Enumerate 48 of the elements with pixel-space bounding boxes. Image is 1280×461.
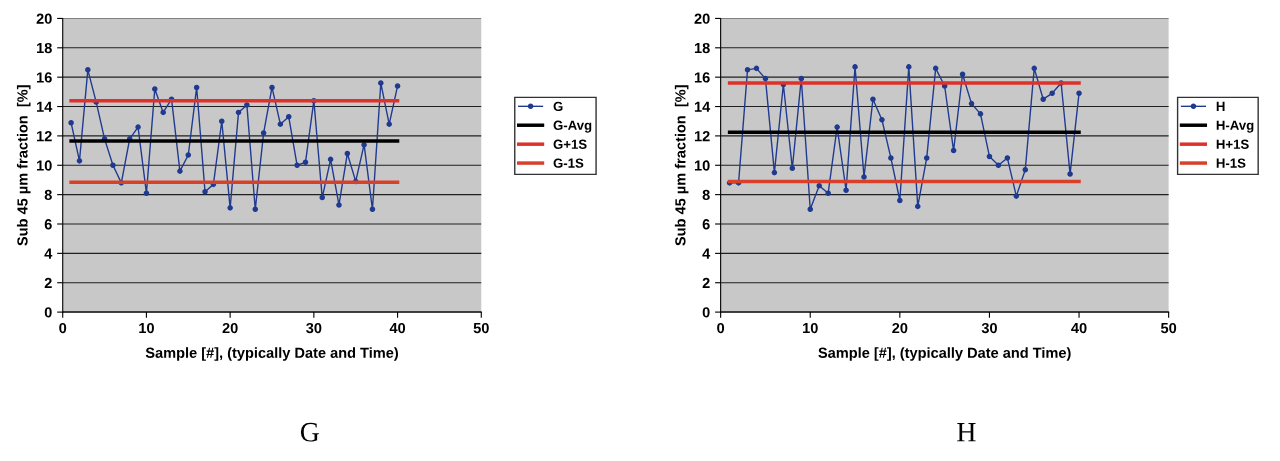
y-tick-label: 2 [702, 277, 710, 289]
y-tick-label: 4 [44, 248, 53, 259]
y-tick-label: 6 [44, 219, 52, 230]
y-tick-label: 16 [37, 72, 52, 83]
x-tick-label: 20 [892, 322, 908, 334]
legend-label: G-1S [553, 158, 584, 168]
y-tick-label: 10 [37, 160, 52, 171]
x-tick-label: 0 [717, 322, 725, 334]
x-tick-label: 30 [981, 322, 997, 334]
legend-label: G [553, 101, 563, 112]
x-tick-label: 30 [306, 322, 322, 334]
x-tick-label: 10 [139, 322, 154, 334]
legend-label: H-Avg [1216, 120, 1254, 133]
y-tick-label: 2 [44, 277, 52, 289]
x-tick-label: 40 [1071, 322, 1087, 334]
x-tick-label: 50 [473, 322, 489, 334]
y-tick-label: 18 [694, 42, 710, 54]
y-tick-label: 8 [702, 189, 710, 201]
y-axis-title: Sub 45 µm fraction [%] [16, 85, 31, 246]
x-tick-label: 40 [389, 322, 406, 334]
y-tick-label: 8 [44, 189, 52, 201]
y-tick-label: 12 [694, 131, 710, 142]
y-tick-label: 6 [702, 219, 710, 230]
y-tick-label: 0 [44, 307, 52, 318]
x-tick-label: 0 [59, 322, 67, 334]
text: H [957, 423, 976, 442]
y-tick-label: 20 [694, 13, 710, 24]
y-tick-label: 4 [702, 248, 711, 259]
y-tick-label: 10 [694, 160, 710, 171]
y-tick-label: 16 [694, 72, 710, 83]
x-tick-label: 10 [803, 322, 818, 334]
y-tick-label: 0 [702, 307, 710, 318]
legend-label: H+1S [1216, 139, 1249, 149]
legend-label: G+1S [553, 139, 587, 149]
y-tick-label: 20 [36, 13, 52, 24]
legend-label: H [1216, 101, 1225, 111]
y-tick-label: 18 [37, 42, 52, 54]
text: G [300, 422, 319, 442]
x-axis-title: Sample [#], (typically Date and Time) [818, 347, 1071, 361]
y-tick-label: 14 [37, 101, 53, 112]
legend-label: G-Avg [553, 120, 592, 133]
x-axis-title: Sample [#], (typically Date and Time) [145, 347, 398, 361]
x-tick-label: 20 [222, 322, 238, 334]
y-tick-label: 12 [37, 131, 52, 142]
x-tick-label: 50 [1160, 322, 1177, 334]
y-tick-label: 14 [694, 101, 711, 112]
legend-label: H-1S [1216, 158, 1246, 168]
y-axis-title: Sub 45 µm fraction [%] [674, 85, 689, 246]
